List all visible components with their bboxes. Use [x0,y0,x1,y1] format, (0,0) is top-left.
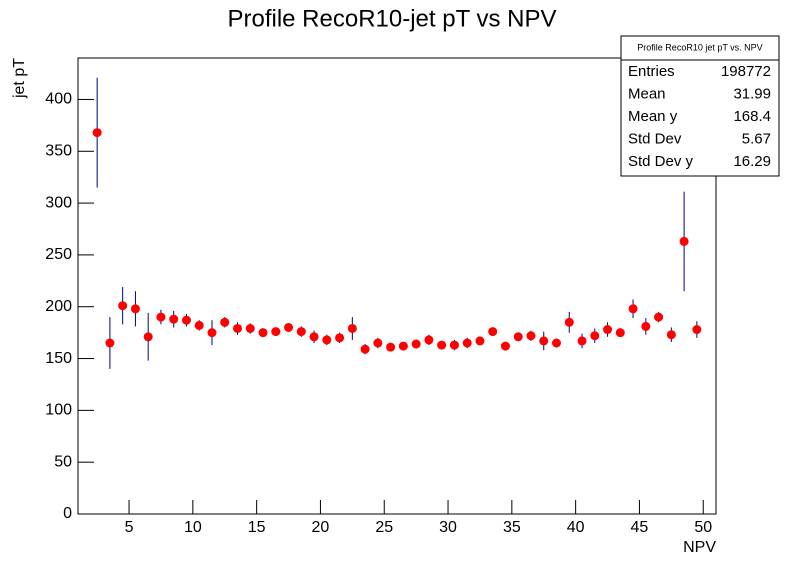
x-tick-label: 10 [184,519,202,536]
marker [284,322,294,332]
marker [526,331,536,341]
marker [169,314,179,324]
marker [628,304,638,314]
stats-label: Mean [628,85,666,102]
y-tick-label: 250 [45,246,72,263]
chart-title: Profile RecoR10-jet pT vs NPV [227,5,556,32]
y-tick-label: 150 [45,350,72,367]
marker [233,323,242,333]
stats-label: Mean y [628,108,678,125]
marker [590,331,600,341]
marker [258,328,268,338]
marker [92,128,102,138]
marker [577,336,587,346]
marker [373,338,383,348]
y-tick-label: 400 [45,91,72,108]
marker [615,328,625,338]
stats-value: 31.99 [733,85,771,102]
x-tick-label: 25 [375,519,393,536]
y-tick-label: 300 [45,194,72,211]
marker [130,304,140,314]
y-tick-label: 350 [45,142,72,159]
marker [666,330,676,340]
marker [679,236,689,246]
marker [462,338,472,348]
stats-value: 198772 [721,63,771,80]
marker [347,323,357,333]
marker [437,340,447,350]
x-tick-label: 15 [248,519,266,536]
stats-title: Profile RecoR10 jet pT vs. NPV [637,42,762,52]
marker [296,327,306,337]
y-tick-label: 50 [54,453,72,470]
marker [194,320,204,330]
stats-value: 5.67 [742,130,771,147]
x-tick-label: 45 [631,519,649,536]
marker [692,325,702,335]
x-tick-label: 5 [125,519,134,536]
x-tick-label: 40 [567,519,585,536]
marker [398,341,408,351]
marker [271,327,281,337]
marker [603,325,613,335]
marker [552,338,561,348]
marker [386,342,396,352]
y-tick-label: 200 [45,298,72,315]
stats-label: Std Dev y [628,153,694,170]
y-tick-label: 0 [63,505,72,522]
marker [564,317,574,327]
y-axis-label: jet pT [11,58,28,99]
marker [513,332,523,342]
stats-value: 168.4 [733,108,771,125]
marker [118,301,128,311]
marker [360,344,370,354]
stats-value: 16.29 [733,153,771,170]
marker [105,338,115,348]
marker [143,332,153,342]
marker [500,341,510,351]
plot-frame [77,57,717,515]
x-tick-label: 50 [694,519,712,536]
marker [654,312,664,322]
x-axis-label: NPV [683,539,716,556]
x-tick-label: 20 [312,519,330,536]
marker [156,312,166,322]
marker [539,336,549,346]
marker [322,335,332,345]
marker [641,321,651,331]
marker [220,317,230,327]
marker [245,323,255,333]
stats-box [620,35,780,177]
stats-label: Entries [628,63,675,80]
marker [488,327,498,337]
stats-label: Std Dev [628,130,682,147]
marker [207,328,217,338]
marker [475,336,485,346]
marker [335,333,345,343]
y-tick-label: 100 [45,402,72,419]
x-tick-label: 35 [503,519,521,536]
marker [449,340,459,350]
marker [411,339,421,349]
marker [181,315,191,325]
marker [309,332,319,342]
marker [424,335,434,345]
x-tick-label: 30 [439,519,457,536]
